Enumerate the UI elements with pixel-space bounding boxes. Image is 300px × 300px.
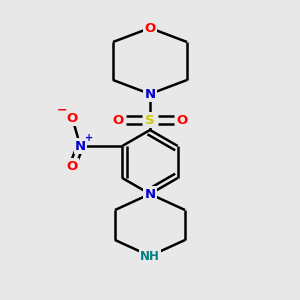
Text: +: +	[85, 133, 93, 143]
Text: O: O	[67, 160, 78, 172]
Text: N: N	[144, 188, 156, 200]
Text: N: N	[75, 140, 86, 152]
Text: N: N	[144, 88, 156, 100]
Text: NH: NH	[140, 250, 160, 262]
Text: S: S	[145, 113, 155, 127]
Text: O: O	[67, 112, 78, 124]
Text: O: O	[144, 22, 156, 34]
Text: −: −	[57, 103, 68, 116]
Text: O: O	[176, 113, 188, 127]
Text: O: O	[112, 113, 124, 127]
